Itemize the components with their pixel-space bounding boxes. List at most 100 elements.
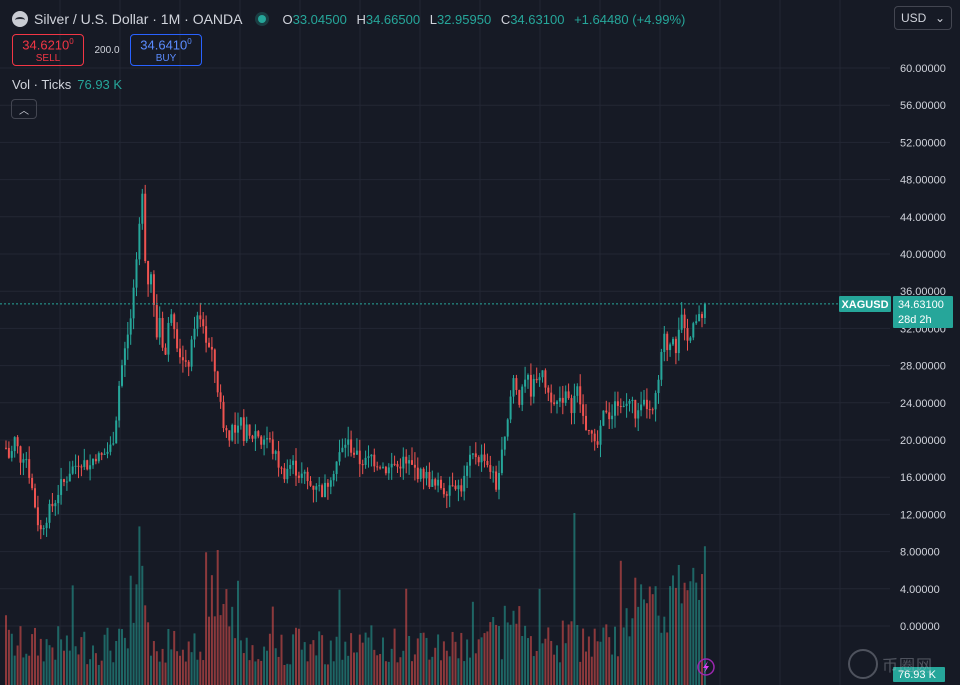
candle-body	[393, 463, 396, 465]
volume-bar	[535, 650, 538, 685]
candle-body	[92, 458, 94, 466]
candle-body	[431, 479, 434, 487]
candle-body	[97, 453, 100, 462]
watermark-seal-icon	[848, 649, 878, 679]
volume-bar	[431, 656, 434, 685]
candle-body	[112, 443, 115, 445]
volume-bar	[454, 641, 457, 685]
volume-bar	[544, 638, 547, 685]
candle-body	[364, 457, 367, 465]
candle-body	[672, 338, 674, 345]
volume-bar	[71, 585, 74, 685]
candle-body	[660, 352, 663, 380]
volume-bar	[480, 637, 483, 685]
candle-body	[495, 471, 498, 490]
candle-body	[57, 494, 60, 504]
candle-body	[570, 398, 573, 414]
candle-body	[460, 485, 463, 492]
volume-bar	[660, 632, 663, 685]
price-axis[interactable]: 60.00000 56.00000 52.00000 48.00000 44.00000…	[900, 63, 946, 633]
volume-bar	[640, 584, 643, 685]
volume-bar	[611, 654, 614, 685]
candle-body	[152, 274, 155, 305]
symbol-title[interactable]: Silver / U.S. Dollar · 1M · OANDA	[34, 11, 243, 27]
sell-button[interactable]: 34.62100 SELL	[12, 34, 84, 66]
candle-body	[631, 399, 634, 401]
volume-bar	[379, 653, 382, 685]
candle-body	[318, 485, 321, 487]
candle-body	[129, 318, 132, 335]
volume-bar	[538, 588, 541, 685]
candle-body	[173, 314, 176, 330]
volume-bar	[666, 632, 669, 685]
candle-body	[118, 385, 121, 421]
candle-body	[692, 323, 695, 338]
volume-bar	[48, 645, 51, 685]
volume-bar	[280, 634, 283, 685]
volume-bar	[672, 575, 674, 685]
candle-body	[45, 522, 48, 529]
volume-bar	[210, 575, 213, 685]
buy-button[interactable]: 34.64100 BUY	[130, 34, 202, 66]
candle-body	[16, 437, 19, 447]
candle-body	[202, 319, 205, 327]
candle-body	[100, 453, 103, 455]
volume-bar	[326, 664, 329, 685]
candle-body	[329, 480, 332, 487]
lightning-icon[interactable]	[697, 658, 715, 676]
candle-body	[176, 329, 179, 349]
y-tick-label: 4.00000	[900, 584, 940, 596]
candle-body	[234, 424, 237, 433]
candle-body	[512, 378, 515, 397]
candle-body	[321, 485, 324, 498]
candle-body	[286, 468, 289, 480]
candle-body	[150, 274, 152, 285]
volume-bar	[500, 659, 503, 685]
volume-legend[interactable]: Vol · Ticks 76.93 K	[12, 77, 122, 92]
candle-body	[239, 417, 242, 426]
volume-bar	[440, 660, 442, 685]
candle-body	[622, 405, 625, 407]
y-tick-label: 48.00000	[900, 175, 946, 187]
volume-bar	[503, 605, 506, 685]
candle-body	[376, 466, 379, 468]
volume-bar	[390, 648, 393, 685]
chart-grid	[0, 0, 890, 685]
volume-bar	[144, 605, 147, 685]
volume-legend-label: Vol · Ticks	[12, 77, 72, 92]
candle-body	[358, 450, 361, 465]
volume-bar	[297, 628, 300, 685]
volume-bar	[396, 662, 399, 685]
volume-bar	[196, 659, 199, 685]
candle-body	[28, 459, 31, 478]
volume-bar	[564, 643, 567, 685]
candle-body	[701, 314, 703, 318]
last-price-label: 34.63100	[898, 299, 944, 311]
volume-bar	[94, 653, 97, 685]
candle-body	[19, 446, 22, 463]
collapse-legend-button[interactable]: ︿	[11, 99, 37, 119]
candle-body	[210, 346, 213, 350]
candle-body	[451, 485, 454, 487]
candle-body	[434, 479, 437, 486]
volume-bar	[60, 639, 63, 685]
candle-body	[396, 464, 399, 467]
candle-body	[402, 456, 405, 469]
volume-bar	[115, 640, 118, 685]
candle-body	[625, 403, 628, 406]
volume-bar	[112, 662, 115, 685]
volume-bar	[570, 621, 573, 685]
buy-price: 34.6410	[140, 37, 188, 53]
volume-bar	[164, 662, 167, 685]
candle-body	[416, 467, 419, 479]
candle-body	[645, 399, 648, 410]
candle-body	[86, 460, 89, 470]
candle-body	[170, 314, 173, 323]
candle-body	[463, 475, 466, 492]
candle-body	[77, 465, 80, 467]
candle-body	[503, 436, 506, 450]
currency-select[interactable]: USD ⌄	[894, 6, 952, 30]
candle-body	[544, 370, 547, 388]
volume-bar	[19, 626, 22, 685]
